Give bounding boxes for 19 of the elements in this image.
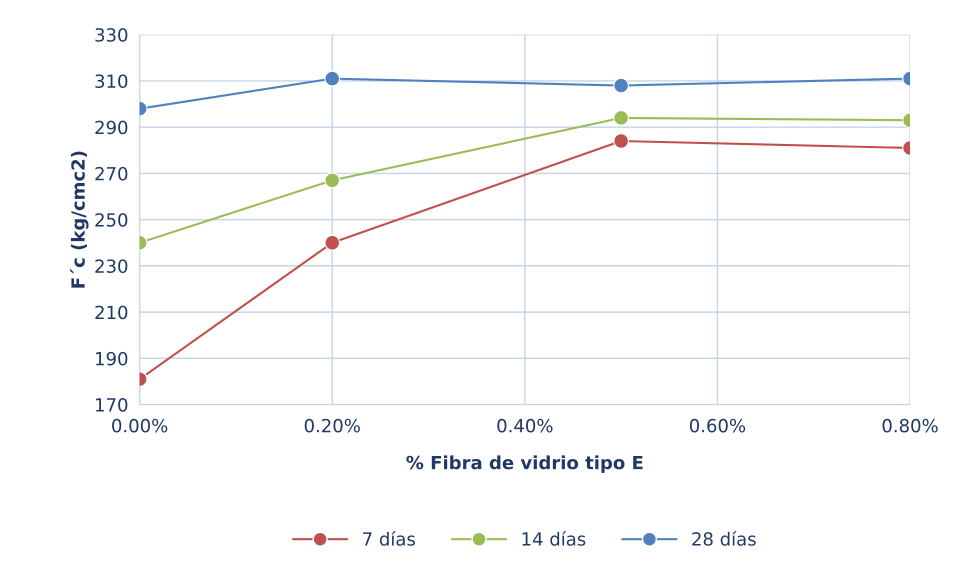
legend-label: 28 días bbox=[692, 531, 756, 546]
x-axis-title: % Fibra de vidrio tipo E bbox=[406, 455, 643, 473]
x-tick-label: 0.40% bbox=[497, 418, 553, 432]
y-tick-label: 170 bbox=[96, 398, 128, 412]
legend-label: 7 días bbox=[363, 531, 415, 546]
x-tick-label: 0.00% bbox=[112, 418, 168, 432]
y-tick-label: 270 bbox=[95, 166, 128, 181]
x-tick-label: 0.60% bbox=[690, 418, 746, 432]
legend-label: 14 días bbox=[522, 531, 586, 546]
y-tick-label: 330 bbox=[95, 28, 128, 42]
x-tick-label: 0.80% bbox=[882, 418, 938, 432]
y-tick-label: 210 bbox=[95, 306, 128, 320]
y-tick-label: 190 bbox=[96, 352, 128, 366]
y-tick-label: 250 bbox=[95, 213, 128, 227]
y-tick-label: 290 bbox=[95, 120, 128, 134]
y-tick-label: 230 bbox=[95, 259, 128, 273]
y-tick-label: 310 bbox=[95, 74, 128, 88]
y-axis-title: F´c (kg/cmc2) bbox=[70, 152, 89, 288]
x-tick-label: 0.20% bbox=[304, 418, 360, 432]
